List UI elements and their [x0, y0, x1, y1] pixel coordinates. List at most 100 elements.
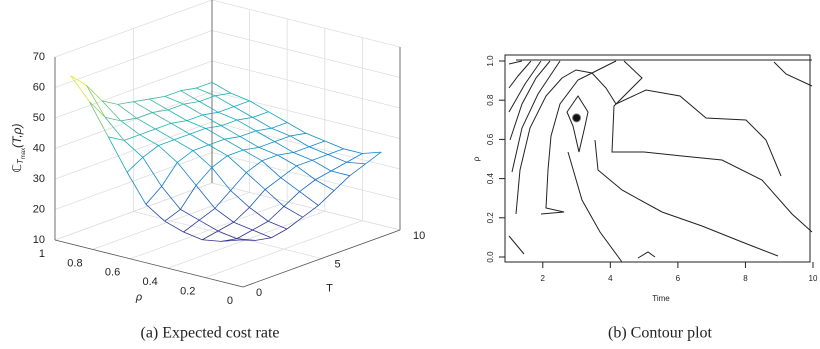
mesh-edge: [267, 206, 285, 222]
mesh-edge: [233, 221, 253, 231]
mesh-edge: [283, 191, 300, 207]
mesh-edge: [346, 153, 363, 163]
grid-line: [211, 91, 401, 139]
contour-line: [773, 61, 813, 87]
y-tick-label: 0.6: [486, 133, 495, 145]
mesh-edge: [261, 160, 282, 178]
mesh-edge: [180, 185, 197, 210]
mesh-edge: [195, 167, 213, 186]
mesh-edge: [202, 111, 219, 116]
contour-line: [508, 60, 523, 65]
mesh-edge: [192, 150, 213, 168]
mesh-edge: [139, 134, 159, 146]
mesh-edge: [199, 101, 219, 113]
mesh-edge: [192, 144, 209, 151]
mesh-edge: [217, 221, 234, 232]
mesh-edge: [255, 237, 272, 241]
mesh-edge: [86, 85, 106, 118]
mesh-edge: [211, 155, 228, 168]
contour-line: [611, 60, 813, 233]
contour-line: [511, 60, 561, 173]
mesh-edge: [224, 138, 244, 151]
mesh-edge: [268, 111, 288, 123]
mesh-edge: [227, 155, 247, 173]
mesh-edge: [180, 209, 200, 221]
mesh-edge: [318, 190, 335, 206]
grid-line: [211, 60, 401, 109]
mesh-edge: [149, 98, 169, 111]
mesh-edge: [243, 146, 259, 151]
mesh-edge: [221, 125, 241, 137]
mesh-edge: [89, 101, 106, 118]
mesh-edge: [186, 114, 203, 122]
mesh-edge: [327, 148, 344, 155]
mesh-edge: [287, 122, 307, 134]
y-axis-label: ρ: [472, 156, 481, 161]
mesh-edge: [215, 92, 231, 97]
z-label-part: max: [21, 148, 27, 159]
mesh-edge: [170, 122, 191, 135]
mesh-edge: [152, 112, 172, 124]
mesh-edge: [177, 150, 194, 163]
axis-line: [54, 239, 244, 288]
mesh-edge: [214, 208, 234, 223]
mesh-edge: [271, 228, 288, 239]
mesh-edge: [252, 117, 272, 129]
contour-line: [566, 95, 589, 153]
mesh-edge: [202, 230, 219, 241]
contour-line: [515, 69, 782, 215]
mesh-edge: [155, 122, 172, 130]
mesh-edge: [183, 219, 200, 233]
mesh-edge: [101, 100, 122, 122]
mesh-edge: [239, 136, 260, 148]
x-tick-label: 0: [227, 295, 233, 307]
mesh-edge: [142, 157, 162, 187]
mesh-edge: [283, 206, 303, 218]
mesh-edge: [268, 220, 288, 230]
mesh-edge: [239, 130, 256, 137]
mesh-edge: [274, 141, 294, 153]
mesh-edge: [296, 165, 316, 181]
contour-line: [508, 235, 525, 255]
mesh-edge: [120, 117, 137, 122]
y-tick-label: 0.2: [486, 212, 495, 224]
mesh-edge: [208, 138, 225, 146]
caption: (a) Expected cost rate: [140, 325, 279, 342]
mesh-chart: 1020304050607000.20.40.60.810510ρTℂTmax(…: [10, 0, 425, 307]
mesh-edge: [186, 120, 206, 129]
mesh-edge: [189, 133, 209, 146]
mesh-edge: [86, 84, 103, 102]
mesh-edge: [299, 179, 316, 192]
mesh-edge: [308, 140, 325, 148]
y-axis-label: T: [326, 282, 333, 294]
mesh-edge: [167, 109, 187, 121]
mesh-edge: [315, 179, 335, 191]
y-tick-label: 0.4: [486, 172, 495, 184]
mesh-edge: [293, 152, 313, 161]
mesh-edge: [302, 205, 319, 218]
mesh-edge: [233, 106, 253, 118]
mesh-edge: [196, 81, 213, 89]
mesh-edge: [183, 231, 203, 241]
y-tick-label: 0: [256, 287, 262, 299]
mesh-edge: [145, 186, 162, 205]
mesh-edge: [280, 177, 300, 192]
x-tick-label: 4: [608, 274, 613, 283]
mesh-edge: [102, 100, 118, 105]
mesh-edge: [180, 87, 197, 92]
mesh-edge: [230, 92, 250, 102]
mesh-edge: [183, 101, 200, 105]
mesh-edge: [202, 239, 222, 242]
mesh-edge: [308, 146, 329, 155]
mesh-edge: [205, 125, 222, 129]
mesh-edge: [252, 229, 272, 239]
z-tick-label: 60: [33, 81, 45, 93]
mesh-edge: [349, 163, 366, 177]
z-tick-label: 40: [33, 142, 45, 154]
mesh-edge: [214, 95, 235, 107]
mesh-edge: [264, 177, 282, 190]
x-axis-label: ρ: [135, 291, 142, 303]
mesh-edge: [362, 151, 382, 154]
mesh-edge: [196, 87, 216, 97]
mesh-edge: [139, 128, 156, 136]
